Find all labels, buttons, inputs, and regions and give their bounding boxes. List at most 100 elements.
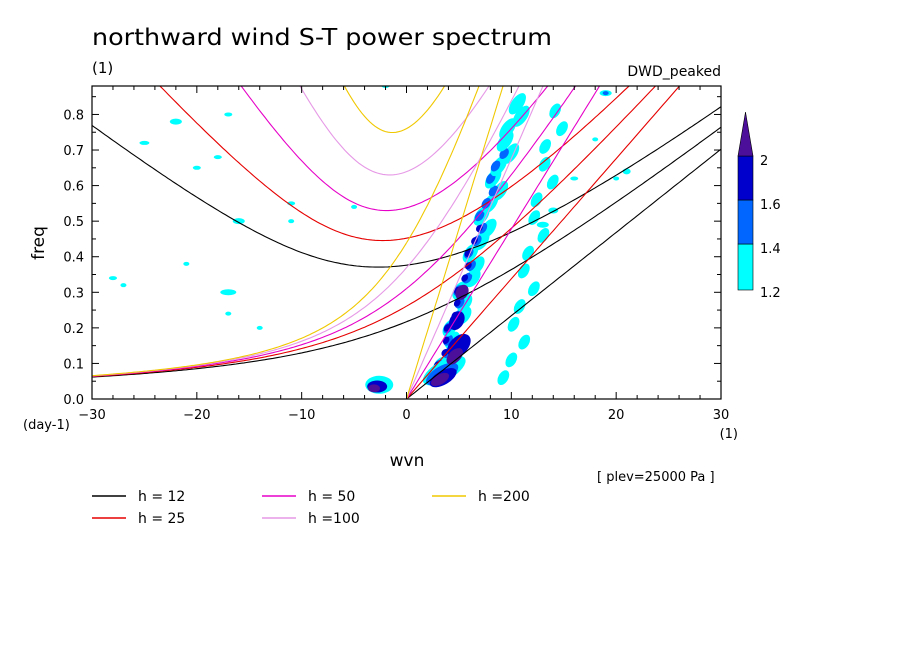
y-tick-label: 0.4 [63, 251, 84, 266]
colorbar-label: 1.2 [760, 286, 781, 301]
contour-patch [169, 118, 182, 125]
contour-patch [120, 283, 127, 288]
contour-patch [431, 372, 450, 387]
dispersion-curve-mrg [92, 242, 407, 377]
y-tick-label: 0.0 [63, 393, 84, 408]
y-corner-units: (day-1) [23, 418, 70, 433]
x-units-label: (1) [720, 427, 738, 442]
y-tick-label: 0.5 [63, 215, 84, 230]
contour-patch [213, 155, 222, 160]
dispersion-curve-mrg [92, 321, 407, 378]
dispersion-curve-ig1 [343, 86, 446, 134]
dispersion-curves [92, 86, 721, 399]
plev-note: [ plev=25000 Pa ] [597, 470, 715, 485]
dispersion-curve-ig1 [240, 86, 549, 212]
contour-patch [224, 112, 233, 117]
contour-patch [453, 299, 461, 307]
contour-patch [505, 352, 518, 368]
dispersion-curve-kelvin [406, 86, 681, 399]
contour-patch [288, 219, 295, 224]
colorbar-swatch [737, 243, 754, 291]
y-axis-label: freq [29, 226, 49, 260]
contour-patch [496, 130, 514, 152]
contour-patch [536, 221, 549, 228]
contour-patch [512, 105, 530, 127]
contour-patch [256, 325, 263, 330]
contour-patch [538, 156, 551, 172]
contour-patch [602, 91, 609, 96]
contour-patch [474, 210, 485, 222]
colorbar-swatch [737, 155, 754, 201]
dispersion-curve-ig1 [299, 86, 490, 176]
contour-patch [539, 139, 552, 154]
x-tick-label: −30 [78, 408, 105, 423]
dispersion-curve-ig1 [92, 106, 721, 268]
x-tick-label: −10 [288, 408, 315, 423]
contour-patch [497, 370, 510, 386]
contour-patch [490, 160, 501, 172]
x-tick-label: 30 [713, 408, 730, 423]
x-tick-label: 0 [402, 408, 410, 423]
dispersion-curve-kelvin [405, 86, 544, 399]
contour-patch [518, 334, 531, 350]
y-tick-label: 0.2 [63, 322, 84, 337]
x-tick-label: 10 [503, 408, 520, 423]
contour-patch [502, 143, 520, 164]
dispersion-curve-eig0 [406, 86, 480, 244]
x-axis-label: wvn [390, 451, 425, 471]
colorbar-label: 1.4 [760, 242, 781, 257]
colorbar: 1.2 1.4 1.6 2 [737, 111, 781, 301]
dispersion-curve-ig1 [159, 86, 630, 242]
contour-patch [527, 281, 540, 297]
y-units-label: (1) [92, 59, 113, 77]
legend-label: h =100 [308, 511, 360, 527]
contour-patch [220, 289, 237, 296]
legend-label: h = 25 [138, 511, 185, 527]
contour-patch [480, 218, 497, 238]
dispersion-curve-mrg [92, 305, 407, 378]
dispersion-curve-eig0 [406, 86, 577, 290]
contour-patch [192, 165, 201, 170]
contour-patch [368, 384, 381, 393]
dispersion-curve-kelvin [405, 86, 504, 399]
dispersion-curve-kelvin [406, 86, 601, 399]
contour-patch [549, 103, 562, 119]
contour-patch [461, 274, 469, 282]
contour-patch [139, 140, 150, 145]
legend-label: h = 12 [138, 489, 185, 505]
x-tick-label: −20 [183, 408, 210, 423]
dispersion-curve-kelvin [406, 148, 721, 399]
contour-patch [546, 174, 559, 190]
contour-patch [475, 224, 483, 232]
contour-patch [556, 121, 568, 137]
contour-patch [507, 316, 520, 332]
contour-patch [592, 137, 599, 142]
contour-patch [508, 93, 526, 115]
contour-patch [232, 218, 245, 225]
dispersion-curve-eig0 [406, 126, 721, 323]
contour-patch [530, 192, 543, 208]
y-tick-label: 0.3 [63, 286, 84, 301]
contour-patch [455, 284, 469, 300]
contour-patch [528, 210, 541, 225]
y-tick-label: 0.1 [63, 357, 84, 372]
legend-label: h =200 [478, 489, 530, 505]
contour-patch [183, 261, 190, 266]
contour-patch [613, 176, 620, 181]
colorbar-swatch [737, 199, 754, 245]
colorbar-extend-arrow [737, 111, 754, 157]
y-tick-label: 0.7 [63, 144, 84, 159]
contour-patch [570, 176, 579, 181]
model-label: DWD_peaked [627, 64, 721, 80]
axis-ticks: −30 −20 −10 0 10 20 30 0.0 0.1 0.2 0.3 0.4 0.5 0.6 0.7… [63, 86, 729, 423]
legend: h = 12 h = 25 h = 50 h =100 h =200 [92, 489, 530, 527]
contour-patch [499, 118, 517, 140]
colorbar-label: 1.6 [760, 198, 781, 213]
contour-patch [548, 207, 559, 214]
contour-patch [491, 181, 509, 201]
y-tick-label: 0.6 [63, 180, 84, 195]
y-tick-label: 0.8 [63, 108, 84, 123]
legend-label: h = 50 [308, 489, 355, 505]
contour-patch [448, 311, 465, 331]
